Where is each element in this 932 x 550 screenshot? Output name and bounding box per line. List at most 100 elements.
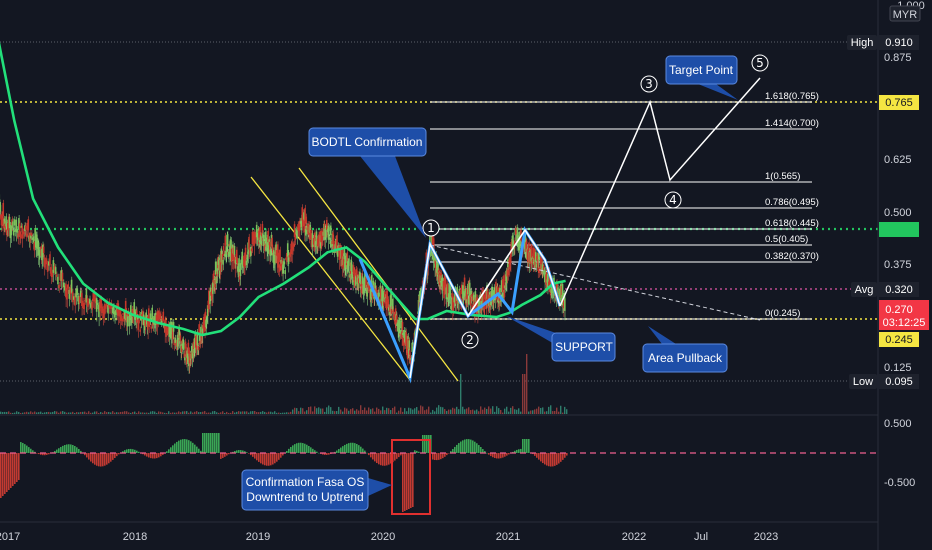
candle-body <box>11 219 13 226</box>
time-axis[interactable]: 2017 2018 2019 2020 2021 2022 Jul 2023 <box>0 521 878 543</box>
oscillator-bar <box>356 443 358 453</box>
candle-body <box>334 244 337 249</box>
callout-pullback[interactable]: Area Pullback <box>642 326 728 373</box>
oscillator-bar <box>454 446 456 453</box>
oscillator-bar <box>536 453 538 458</box>
candle-body <box>336 250 339 257</box>
candle-body <box>396 322 399 327</box>
candle-body <box>162 311 165 321</box>
candle-body <box>444 280 447 295</box>
price-axis[interactable]: 1.000 MYR 0.875 0.625 0.500 0.375 0.125 … <box>847 0 929 550</box>
candle-body <box>324 226 327 234</box>
candle-body <box>198 324 200 336</box>
oscillator-bar <box>438 453 440 460</box>
candle-body <box>41 248 43 261</box>
oscillator-bar <box>194 444 196 453</box>
candle-body <box>117 303 120 316</box>
candle-body <box>327 225 330 240</box>
volume-bar <box>208 412 210 414</box>
candle-body <box>283 261 286 265</box>
volume-bar <box>212 411 214 414</box>
candle-body <box>399 329 402 334</box>
candle-body <box>78 296 81 303</box>
volume-bar <box>164 412 166 414</box>
candle-body <box>186 350 189 362</box>
oscillator-bar <box>44 453 46 456</box>
svg-text:High: High <box>851 37 874 49</box>
low-value-badge <box>879 374 919 389</box>
candle-body <box>432 247 435 261</box>
candle-body <box>101 306 104 314</box>
candle-body <box>288 255 291 258</box>
candle-body <box>265 231 267 243</box>
volume-bar <box>428 406 430 414</box>
candle-body <box>92 293 95 301</box>
volume-bar <box>110 412 112 414</box>
candle-body <box>24 225 26 231</box>
candle-body <box>205 320 208 324</box>
oscillator-bar <box>276 453 278 462</box>
volume-bar <box>18 411 20 414</box>
candle-body <box>29 232 31 243</box>
candle-body <box>27 219 30 231</box>
volume-bar <box>394 406 396 414</box>
oscillator-bar <box>410 453 412 508</box>
volume-bar <box>390 410 392 414</box>
candle-body <box>141 310 144 319</box>
candle-body <box>282 264 284 274</box>
oscillator-bar <box>224 453 226 457</box>
candle-body <box>95 298 98 312</box>
oscillator-bar <box>490 453 492 457</box>
volume-bar <box>536 408 538 414</box>
oscillator-bar <box>400 453 402 456</box>
oscillator-bar <box>476 443 478 453</box>
svg-text:SUPPORT: SUPPORT <box>555 340 613 354</box>
candle-body <box>536 255 539 259</box>
candle-body <box>259 226 261 241</box>
candle-body <box>13 219 16 226</box>
callout-bodtl[interactable]: BODTL Confirmation <box>308 127 427 238</box>
candle-body <box>509 263 511 267</box>
candle-body <box>3 218 6 226</box>
volume-bar <box>258 412 260 414</box>
oscillator-bar <box>60 446 62 453</box>
oscillator-bar <box>298 442 300 453</box>
candle-body <box>516 227 519 236</box>
volume-bar <box>180 412 182 414</box>
svg-text:5: 5 <box>756 56 764 70</box>
volume-bar <box>138 411 140 414</box>
oscillator-bar <box>62 445 64 453</box>
volume-bar <box>436 407 438 414</box>
oscillator-bar <box>206 433 208 453</box>
candle-body <box>255 224 258 238</box>
candle-body <box>341 250 344 258</box>
candle-body <box>184 357 186 361</box>
oscillator-bar <box>556 453 558 465</box>
oscillator-bar <box>250 453 252 456</box>
volume-bar <box>456 406 458 414</box>
oscillator-bar <box>106 453 108 465</box>
volume-bar <box>122 411 124 414</box>
oscillator-bar <box>462 440 464 453</box>
candle-body <box>499 288 501 299</box>
candle-body <box>489 301 492 306</box>
oscillator-bar <box>28 447 30 453</box>
callout-fasa-os[interactable]: Confirmation Fasa OS Downtrend to Uptren… <box>241 469 392 511</box>
volume-bar <box>362 410 364 414</box>
candle-body <box>151 307 153 320</box>
candle-body <box>483 304 486 310</box>
callout-support[interactable]: SUPPORT <box>506 316 616 362</box>
candle-body <box>409 355 411 363</box>
callout-target[interactable]: Target Point <box>665 55 738 100</box>
candle-body <box>245 260 248 266</box>
candle-body <box>359 275 362 289</box>
candle-body <box>37 242 40 256</box>
candle-body <box>447 297 449 303</box>
candles <box>0 194 566 374</box>
oscillator-bar <box>520 448 522 453</box>
volume-bar <box>46 411 48 414</box>
oscillator-bar <box>20 442 22 453</box>
candle-body <box>295 229 298 234</box>
candle-body <box>403 342 406 346</box>
